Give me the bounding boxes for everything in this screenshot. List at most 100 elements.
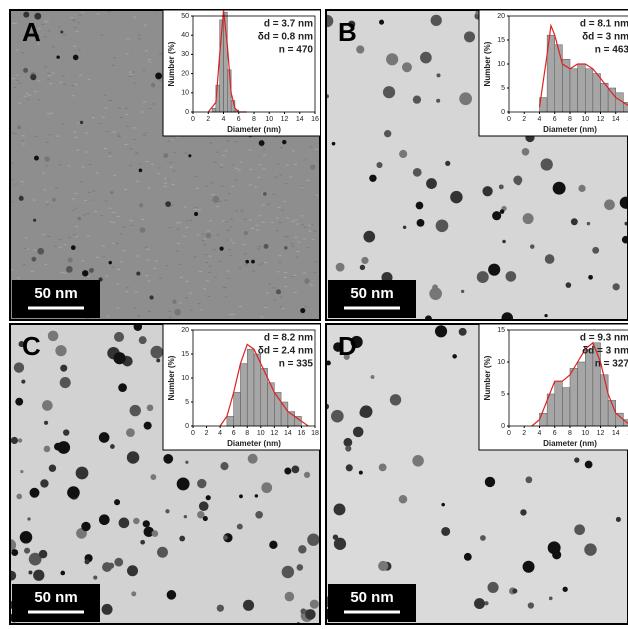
texture [56, 135, 60, 137]
particle [621, 235, 628, 244]
particle [586, 221, 591, 226]
scale-box [12, 280, 100, 318]
texture [297, 241, 301, 243]
texture [281, 209, 285, 211]
particle [114, 331, 125, 342]
texture [231, 186, 235, 188]
texture [261, 221, 265, 223]
particle [212, 195, 220, 203]
particle [435, 219, 449, 233]
texture [72, 20, 76, 22]
particle [281, 565, 295, 579]
texture [156, 172, 160, 174]
particle [430, 14, 442, 27]
particle [263, 243, 269, 249]
texture [76, 149, 80, 151]
texture [196, 234, 200, 236]
x-tick-label: 8 [245, 430, 249, 437]
texture [205, 261, 209, 263]
texture [144, 24, 148, 26]
texture [41, 234, 45, 236]
texture [310, 224, 314, 226]
texture [101, 116, 105, 118]
histogram-bar [615, 412, 624, 427]
texture [73, 207, 77, 209]
texture [152, 103, 156, 105]
texture [171, 184, 175, 186]
particle [18, 341, 25, 348]
particle [307, 533, 320, 546]
particle [450, 190, 463, 204]
texture [108, 207, 112, 209]
particle [398, 494, 408, 504]
particle [389, 394, 402, 406]
particle [65, 266, 73, 273]
particle [101, 603, 113, 615]
texture [49, 83, 53, 85]
texture [176, 136, 180, 138]
texture [146, 248, 150, 250]
particle [114, 557, 124, 567]
texture [117, 133, 121, 135]
texture [289, 176, 293, 178]
texture [10, 179, 14, 181]
particle [15, 397, 24, 406]
particle [179, 535, 186, 542]
texture [264, 306, 268, 308]
histogram-bar [577, 63, 586, 113]
particle [138, 168, 143, 173]
particle [612, 283, 620, 291]
texture [228, 314, 232, 316]
texture [37, 99, 41, 101]
texture [193, 208, 197, 210]
texture [74, 193, 78, 195]
texture [145, 160, 149, 162]
histogram-bar [253, 353, 262, 427]
texture [136, 255, 140, 257]
texture [10, 162, 14, 164]
texture [10, 295, 14, 297]
texture [116, 307, 120, 309]
particle [188, 154, 192, 158]
texture [268, 283, 272, 285]
texture [146, 259, 150, 261]
texture [112, 221, 116, 223]
particle [146, 404, 154, 412]
texture [41, 23, 45, 25]
texture [33, 91, 37, 93]
particle [359, 405, 373, 418]
particle [426, 178, 437, 189]
texture [206, 280, 210, 282]
particle [129, 404, 141, 417]
particle [412, 455, 424, 467]
texture [261, 204, 265, 206]
texture [164, 178, 168, 180]
particle [378, 560, 389, 572]
particle [56, 55, 60, 59]
particle [52, 197, 56, 202]
texture [43, 189, 47, 191]
texture [200, 309, 204, 311]
texture [135, 153, 139, 155]
texture [129, 220, 133, 222]
texture [188, 219, 192, 221]
particle [436, 73, 441, 78]
texture [147, 310, 151, 312]
texture [216, 234, 220, 236]
particle [399, 149, 408, 159]
particle [452, 354, 457, 359]
particle [476, 271, 489, 283]
particle [512, 588, 518, 594]
texture [230, 218, 234, 220]
texture [168, 310, 172, 312]
particle [60, 30, 64, 34]
particle [356, 45, 365, 54]
texture [308, 230, 312, 232]
particle [163, 453, 174, 464]
texture [91, 117, 95, 119]
x-tick-label: 16 [298, 430, 306, 437]
texture [306, 179, 310, 181]
particle [219, 246, 224, 251]
particle [81, 521, 91, 532]
particle [436, 98, 441, 103]
